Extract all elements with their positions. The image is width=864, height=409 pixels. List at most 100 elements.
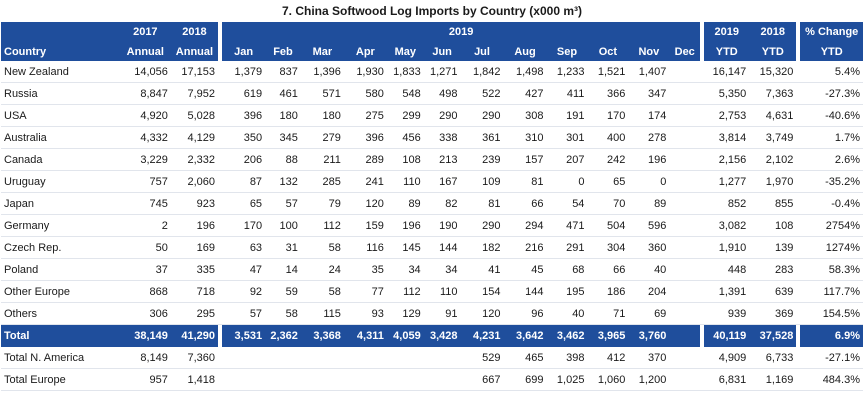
country-cell: Australia: [1, 126, 120, 149]
month-cell: 213: [423, 148, 461, 171]
ytd-2019-cell: 1,910: [704, 236, 750, 259]
pct-change-cell: 154.5%: [800, 302, 863, 325]
country-cell: Canada: [1, 148, 120, 171]
month-cell: [423, 368, 461, 391]
spacer: [700, 104, 705, 127]
spacer: [796, 61, 801, 83]
month-cell: 79: [300, 192, 344, 215]
month-cell: 100: [265, 214, 301, 237]
subtotal-row: Total Europe 957 1,418 667 699 1,025 1,060 1,20…: [1, 368, 863, 391]
country-cell: Total N. America: [1, 347, 120, 369]
month-cell: 204: [628, 280, 670, 303]
ytd-2019-cell: 4,909: [704, 347, 750, 369]
annual-2017-cell: 50: [119, 236, 171, 259]
month-cell: 96: [503, 302, 547, 325]
month-cell: [669, 104, 701, 127]
ytd-2018-cell: 4,631: [749, 104, 797, 127]
month-cell: 132: [265, 170, 301, 193]
pct-change-cell: -35.2%: [800, 170, 863, 193]
spacer: [700, 61, 705, 83]
ytd-2018-cell: 1,970: [749, 170, 797, 193]
month-cell: 40: [628, 258, 670, 281]
table-row: Other Europe 868 718 92 59 58 77 112 110 154 144 19…: [1, 280, 863, 303]
header-month: Nov: [628, 42, 670, 61]
spacer: [700, 82, 705, 105]
month-cell: 4,231: [460, 324, 504, 347]
month-cell: 81: [460, 192, 504, 215]
ytd-2018-cell: 6,733: [749, 347, 797, 369]
month-cell: 207: [546, 148, 588, 171]
country-cell: Czech Rep.: [1, 236, 120, 259]
month-cell: 58: [265, 302, 301, 325]
annual-2018-cell: 17,153: [170, 61, 218, 83]
month-cell: 54: [546, 192, 588, 215]
month-cell: 82: [423, 192, 461, 215]
month-cell: 81: [503, 170, 547, 193]
month-cell: 396: [343, 126, 387, 149]
spacer: [796, 104, 801, 127]
month-cell: 396: [222, 104, 266, 127]
month-cell: [386, 368, 424, 391]
annual-2018-cell: 196: [170, 214, 218, 237]
month-cell: [343, 368, 387, 391]
annual-2017-cell: 2: [119, 214, 171, 237]
month-cell: [669, 236, 701, 259]
month-cell: 548: [386, 82, 424, 105]
annual-2017-cell: 3,229: [119, 148, 171, 171]
month-cell: 116: [343, 236, 387, 259]
spacer: [700, 170, 705, 193]
month-cell: 1,833: [386, 61, 424, 83]
month-cell: 427: [503, 82, 547, 105]
month-cell: 66: [503, 192, 547, 215]
table-row: Czech Rep. 50 169 63 31 58 116 145 144 182 216 291 3…: [1, 236, 863, 259]
table-row: New Zealand 14,056 17,153 1,379 837 1,396 1,93…: [1, 61, 863, 83]
spacer: [217, 280, 223, 303]
month-cell: 3,428: [423, 324, 461, 347]
month-cell: 1,233: [546, 61, 588, 83]
month-cell: 89: [628, 192, 670, 215]
month-cell: 77: [343, 280, 387, 303]
month-cell: 1,930: [343, 61, 387, 83]
month-cell: 58: [300, 280, 344, 303]
annual-2018-cell: 7,952: [170, 82, 218, 105]
month-cell: 68: [546, 258, 588, 281]
country-cell: Poland: [1, 258, 120, 281]
header-month: Jul: [460, 42, 504, 61]
annual-2018-cell: 2,332: [170, 148, 218, 171]
month-cell: [669, 214, 701, 237]
month-cell: 361: [460, 126, 504, 149]
table-row: USA 4,920 5,028 396 180 180 275 299 290 290 308 191…: [1, 104, 863, 127]
month-cell: 242: [587, 148, 629, 171]
header-pct-ytd: YTD: [800, 42, 863, 61]
spacer: [700, 148, 705, 171]
header-ytd-b: YTD: [749, 42, 797, 61]
spacer: [217, 192, 223, 215]
header-month: Mar: [300, 42, 344, 61]
table-row: Uruguay 757 2,060 87 132 285 241 110 167 109 81 0 65…: [1, 170, 863, 193]
table-title: 7. China Softwood Log Imports by Country…: [281, 4, 582, 18]
month-cell: [669, 280, 701, 303]
spacer: [796, 368, 801, 391]
month-cell: 3,760: [628, 324, 670, 347]
spacer: [796, 280, 801, 303]
ytd-2019-cell: 2,156: [704, 148, 750, 171]
pct-change-cell: 484.3%: [800, 368, 863, 391]
month-cell: 93: [343, 302, 387, 325]
country-cell: USA: [1, 104, 120, 127]
month-cell: 1,521: [587, 61, 629, 83]
month-cell: 1,396: [300, 61, 344, 83]
pct-change-cell: 2754%: [800, 214, 863, 237]
spacer: [217, 258, 223, 281]
month-cell: 112: [300, 214, 344, 237]
country-cell: Others: [1, 302, 120, 325]
month-cell: 115: [300, 302, 344, 325]
month-cell: [222, 368, 266, 391]
header-month: Oct: [587, 42, 629, 61]
spacer: [700, 368, 705, 391]
month-cell: 58: [300, 236, 344, 259]
month-cell: 522: [460, 82, 504, 105]
spacer: [700, 236, 705, 259]
annual-2017-cell: 8,847: [119, 82, 171, 105]
month-cell: 837: [265, 61, 301, 83]
spacer: [700, 258, 705, 281]
